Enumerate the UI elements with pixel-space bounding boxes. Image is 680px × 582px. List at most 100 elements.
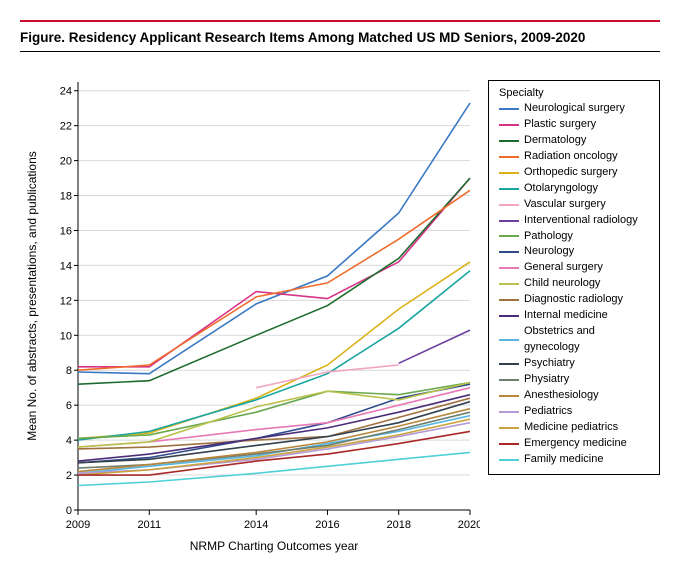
y-tick-label: 0 — [66, 505, 72, 517]
legend-item: Vascular surgery — [499, 197, 649, 213]
x-tick-label: 2018 — [386, 519, 410, 531]
legend-item: Plastic surgery — [499, 117, 649, 133]
legend-label: Emergency medicine — [524, 436, 627, 452]
line-chart-svg: 0246810121416182022242009201120142016201… — [20, 62, 480, 562]
legend-swatch — [499, 188, 519, 190]
legend-item: Physiatry — [499, 372, 649, 388]
legend-label: Pathology — [524, 229, 573, 245]
legend-label: Vascular surgery — [524, 197, 606, 213]
figure-title: Figure. Residency Applicant Research Ite… — [20, 24, 660, 52]
y-tick-label: 18 — [60, 191, 72, 203]
legend-item: Internal medicine — [499, 308, 649, 324]
legend-item: Radiation oncology — [499, 149, 649, 165]
legend-swatch — [499, 315, 519, 317]
legend-item: Dermatology — [499, 133, 649, 149]
x-tick-label: 2016 — [315, 519, 339, 531]
legend-label: Diagnostic radiology — [524, 292, 623, 308]
legend-item: General surgery — [499, 260, 649, 276]
legend-swatch — [499, 379, 519, 381]
title-rule — [20, 20, 660, 22]
legend-swatch — [499, 283, 519, 285]
y-tick-label: 10 — [60, 330, 72, 342]
legend-label: General surgery — [524, 260, 603, 276]
series-line — [78, 178, 470, 384]
y-tick-label: 16 — [60, 225, 72, 237]
legend-item: Anesthesiology — [499, 388, 649, 404]
legend-label: Radiation oncology — [524, 149, 618, 165]
legend-swatch — [499, 156, 519, 158]
legend-item: Otolaryngology — [499, 181, 649, 197]
legend-label: Dermatology — [524, 133, 586, 149]
legend: Specialty Neurological surgeryPlastic su… — [488, 80, 660, 475]
legend-swatch — [499, 267, 519, 269]
legend-swatch — [499, 220, 519, 222]
legend-label: Medicine pediatrics — [524, 420, 618, 436]
legend-label: Plastic surgery — [524, 117, 596, 133]
legend-label: Obstetrics and gynecology — [524, 324, 649, 356]
y-tick-label: 6 — [66, 400, 72, 412]
legend-item: Diagnostic radiology — [499, 292, 649, 308]
chart-container: 0246810121416182022242009201120142016201… — [20, 62, 660, 562]
legend-label: Pediatrics — [524, 404, 572, 420]
legend-item: Neurological surgery — [499, 101, 649, 117]
legend-item: Psychiatry — [499, 356, 649, 372]
legend-item: Emergency medicine — [499, 436, 649, 452]
y-axis-label: Mean No. of abstracts, presentations, an… — [25, 151, 39, 441]
legend-swatch — [499, 299, 519, 301]
legend-item: Interventional radiology — [499, 213, 649, 229]
legend-label: Child neurology — [524, 276, 600, 292]
legend-swatch — [499, 235, 519, 237]
legend-item: Family medicine — [499, 452, 649, 468]
legend-label: Orthopedic surgery — [524, 165, 618, 181]
series-line — [78, 190, 470, 370]
legend-swatch — [499, 459, 519, 461]
legend-label: Interventional radiology — [524, 213, 638, 229]
legend-swatch — [499, 204, 519, 206]
x-tick-label: 2020 — [458, 519, 480, 531]
legend-swatch — [499, 411, 519, 413]
x-tick-label: 2014 — [244, 519, 268, 531]
legend-swatch — [499, 427, 519, 429]
legend-item: Pediatrics — [499, 404, 649, 420]
x-tick-label: 2011 — [137, 519, 161, 531]
legend-swatch — [499, 395, 519, 397]
series-line — [256, 365, 399, 388]
legend-label: Otolaryngology — [524, 181, 598, 197]
legend-label: Psychiatry — [524, 356, 575, 372]
legend-swatch — [499, 108, 519, 110]
legend-label: Anesthesiology — [524, 388, 599, 404]
legend-label: Neurological surgery — [524, 101, 625, 117]
x-axis-label: NRMP Charting Outcomes year — [190, 539, 359, 553]
legend-item: Child neurology — [499, 276, 649, 292]
y-tick-label: 20 — [60, 156, 72, 168]
series-line — [78, 383, 470, 439]
plot-area: 0246810121416182022242009201120142016201… — [20, 62, 480, 562]
series-line — [78, 103, 470, 374]
series-line — [78, 262, 470, 439]
legend-item: Pathology — [499, 229, 649, 245]
legend-swatch — [499, 251, 519, 253]
y-tick-label: 22 — [60, 121, 72, 133]
y-tick-label: 4 — [66, 435, 72, 447]
y-tick-label: 24 — [60, 86, 72, 98]
legend-swatch — [499, 140, 519, 142]
legend-swatch — [499, 339, 519, 341]
y-tick-label: 8 — [66, 365, 72, 377]
y-tick-label: 2 — [66, 470, 72, 482]
legend-title: Specialty — [499, 87, 649, 99]
legend-swatch — [499, 172, 519, 174]
legend-item: Obstetrics and gynecology — [499, 324, 649, 356]
x-tick-label: 2009 — [66, 519, 90, 531]
y-tick-label: 14 — [60, 260, 72, 272]
y-tick-label: 12 — [60, 295, 72, 307]
legend-swatch — [499, 124, 519, 126]
legend-swatch — [499, 363, 519, 365]
series-line — [78, 178, 470, 367]
legend-item: Orthopedic surgery — [499, 165, 649, 181]
legend-label: Internal medicine — [524, 308, 608, 324]
legend-item: Neurology — [499, 244, 649, 260]
legend-item: Medicine pediatrics — [499, 420, 649, 436]
legend-label: Neurology — [524, 244, 574, 260]
legend-label: Family medicine — [524, 452, 603, 468]
legend-label: Physiatry — [524, 372, 569, 388]
